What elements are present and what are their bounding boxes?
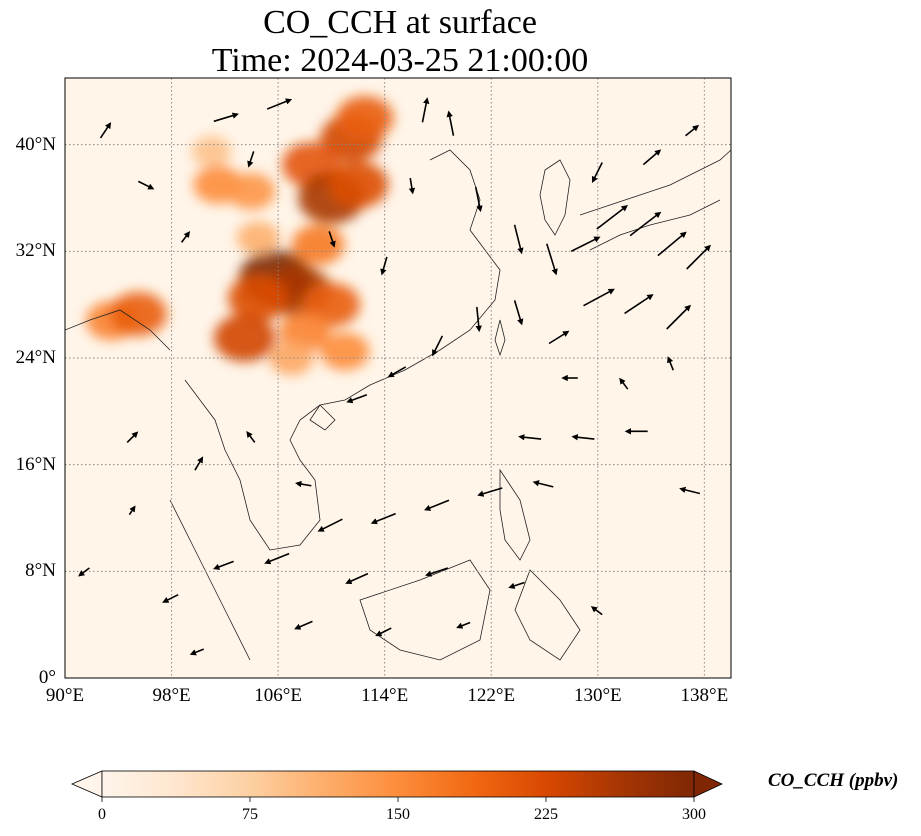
wind-arrow (583, 288, 615, 307)
wind-arrow (162, 593, 179, 603)
wind-arrow (477, 487, 503, 497)
wind-arrow (137, 180, 155, 190)
wind-arrow (213, 112, 239, 123)
co-plume (236, 221, 280, 255)
co-plume (336, 96, 394, 140)
wind-arrow (421, 97, 430, 123)
co-plume (327, 161, 389, 208)
colorbar-tick-label: 150 (386, 806, 410, 823)
lon-tick-label: 138°E (680, 685, 729, 706)
wind-arrow (370, 512, 396, 525)
wind-arrow (685, 124, 700, 137)
wind-arrow (666, 304, 691, 330)
wind-arrow (99, 122, 112, 139)
wind-arrow (679, 486, 701, 495)
lon-tick-label: 98°E (152, 685, 191, 706)
wind-arrow (546, 243, 558, 276)
wind-arrow (548, 330, 570, 345)
wind-arrow (180, 231, 191, 243)
wind-arrow (570, 236, 601, 252)
co-plume (291, 224, 345, 265)
wind-arrow (375, 627, 392, 637)
lon-tick-label: 106°E (254, 685, 302, 706)
wind-arrow (266, 98, 293, 110)
wind-arrow (686, 244, 711, 270)
wind-arrow (194, 456, 204, 471)
wind-arrow (295, 480, 312, 488)
wind-arrow (387, 366, 407, 378)
wind-arrow (328, 231, 336, 248)
wind-arrow (624, 294, 654, 315)
wind-arrow (667, 356, 675, 371)
lon-tick-label: 130°E (573, 685, 622, 706)
wind-arrow (345, 572, 369, 585)
wind-arrow (475, 306, 482, 333)
wind-arrow (317, 518, 343, 532)
wind-arrow (425, 567, 449, 577)
lat-tick-label: 24°N (15, 347, 56, 368)
wind-arrow (629, 211, 662, 237)
wind-arrow (423, 499, 450, 511)
lon-tick-label: 122°E (467, 685, 516, 706)
wind-arrow (657, 231, 687, 257)
co-plume (213, 314, 276, 362)
wind-arrow (380, 256, 388, 276)
co-plume (269, 340, 314, 376)
wind-arrow (126, 431, 139, 443)
wind-arrow (513, 224, 524, 255)
wind-arrow (264, 552, 290, 565)
lat-tick-label: 16°N (15, 453, 56, 475)
plot-title-line1: CO_CCH at surface (263, 4, 537, 41)
lon-tick-label: 114°E (361, 685, 409, 706)
map-background (65, 78, 731, 678)
co-plume (191, 135, 232, 167)
lat-tick-label: 40°N (15, 133, 56, 155)
lat-tick-label: 8°N (25, 560, 56, 582)
wind-arrow (408, 177, 416, 195)
co-concentration-field (86, 96, 394, 376)
wind-arrow (513, 300, 524, 326)
colorbar-tick-label: 0 (98, 806, 106, 823)
wind-arrow (78, 567, 90, 577)
coastlines (65, 149, 731, 661)
wind-arrow (596, 205, 628, 230)
co-plume (227, 172, 276, 210)
wind-arrow (346, 393, 368, 404)
colorbar-tick-label: 225 (534, 806, 558, 823)
wind-arrow (619, 377, 629, 390)
wind-arrow (213, 560, 234, 570)
wind-arrow (189, 648, 204, 656)
co-plume (320, 332, 370, 371)
wind-arrow (247, 151, 255, 168)
wind-arrow (294, 620, 313, 630)
map-frame (64, 77, 732, 679)
lat-tick-label: 32°N (15, 240, 56, 262)
wind-vectors (78, 97, 711, 656)
wind-arrow (456, 621, 471, 629)
colorbar-tick-label: 300 (682, 806, 706, 823)
wind-arrow (432, 335, 444, 357)
wind-arrow (590, 606, 603, 616)
wind-arrow (518, 434, 542, 441)
wind-arrow (642, 149, 662, 166)
co-plume (109, 292, 167, 336)
wind-arrow (508, 581, 525, 589)
wind-arrow (571, 434, 595, 441)
wind-arrow (591, 162, 603, 183)
wind-arrow (128, 505, 136, 516)
lat-tick-label: 0° (38, 667, 56, 688)
lon-tick-label: 90°E (45, 685, 85, 706)
colorbar-tick-label: 75 (242, 806, 258, 823)
colorbar-label: CO_CCH (ppbv) (768, 770, 899, 791)
plot-title-line2: Time: 2024-03-25 21:00:00 (211, 42, 589, 79)
wind-arrow (446, 110, 455, 136)
co-plume (227, 274, 289, 322)
wind-arrow (246, 431, 256, 443)
wind-arrow (474, 186, 483, 213)
wind-arrow (532, 480, 554, 488)
